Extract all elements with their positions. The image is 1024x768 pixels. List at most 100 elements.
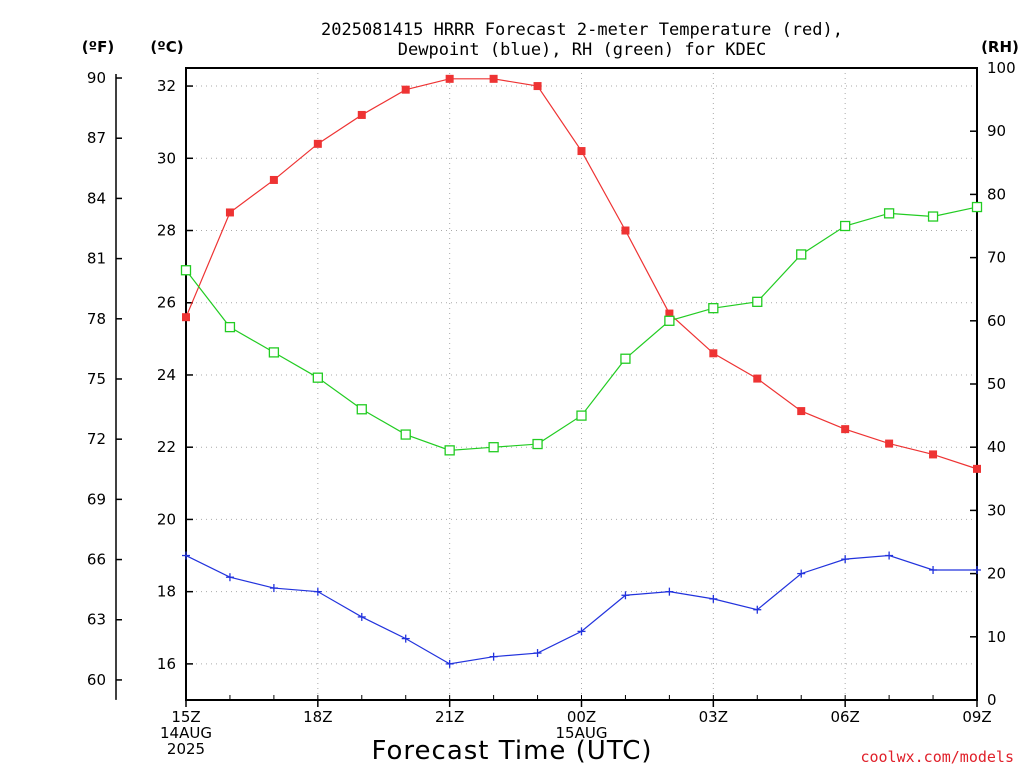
data-point-dewpoint: [313, 587, 322, 596]
series-line-dewpoint: [185, 554, 977, 665]
data-point-temperature: [269, 175, 278, 184]
axes: 60 63 66 69 72 75 78 81 84 87 90 16 18 20 22 24 26 28 30 32…: [87, 59, 1016, 758]
data-point-dewpoint: [885, 551, 894, 560]
data-point-rh: [356, 404, 367, 415]
data-point-temperature: [445, 74, 454, 83]
fahrenheit-tick-label: 90: [87, 69, 106, 87]
data-point-rh: [971, 201, 983, 213]
data-point-rh: [400, 429, 411, 440]
data-point-dewpoint: [489, 652, 498, 661]
fahrenheit-tick-label: 81: [87, 250, 106, 268]
x-tick-label: 14AUG: [160, 724, 212, 742]
data-point-temperature: [489, 74, 498, 83]
data-point-dewpoint: [577, 627, 586, 636]
data-point-dewpoint: [665, 587, 674, 596]
celsius-tick-label: 24: [157, 366, 176, 384]
data-point-dewpoint: [973, 565, 981, 574]
data-point-temperature: [665, 309, 674, 318]
data-point-rh: [840, 220, 851, 232]
rh-tick-label: 60: [987, 312, 1006, 330]
chart-title-line-1: 2025081415 HRRR Forecast 2-meter Tempera…: [321, 20, 843, 40]
fahrenheit-tick-label: 78: [87, 310, 106, 328]
fahrenheit-tick-label: 87: [87, 129, 106, 147]
data-point-rh: [180, 265, 192, 276]
rh-tick-label: 0: [987, 691, 997, 709]
x-tick-label: 03Z: [699, 708, 728, 726]
rh-tick-label: 30: [987, 501, 1006, 519]
data-point-temperature: [929, 450, 938, 459]
data-point-dewpoint: [269, 584, 278, 593]
series-layer: [180, 74, 983, 668]
celsius-tick-label: 16: [157, 655, 176, 673]
data-point-temperature: [797, 407, 806, 416]
celsius-tick-label: 26: [157, 294, 176, 312]
data-point-rh: [268, 347, 280, 358]
celsius-tick-label: 18: [157, 583, 176, 601]
data-point-temperature: [533, 82, 542, 91]
rh-tick-label: 50: [987, 375, 1006, 393]
data-point-dewpoint: [841, 555, 850, 564]
data-point-temperature: [709, 349, 718, 358]
celsius-tick-label: 20: [157, 510, 176, 528]
x-tick-label: 15Z: [171, 708, 200, 726]
chart-title-line-2: Dewpoint (blue), RH (green) for KDEC: [398, 40, 766, 60]
rh-tick-label: 10: [987, 628, 1006, 646]
data-point-rh: [664, 315, 675, 326]
data-point-temperature: [401, 85, 410, 94]
watermark: coolwx.com/models: [860, 748, 1014, 766]
rh-tick-label: 100: [987, 59, 1016, 77]
rh-tick-label: 90: [987, 122, 1006, 140]
x-axis-label: Forecast Time (UTC): [371, 736, 652, 766]
data-point-rh: [883, 208, 895, 219]
fahrenheit-unit-label: (ºF): [82, 38, 114, 56]
fahrenheit-tick-label: 63: [87, 611, 106, 629]
data-point-temperature: [973, 464, 981, 473]
rh-unit-label: (RH): [981, 38, 1019, 56]
data-point-rh: [620, 353, 631, 364]
celsius-tick-label: 30: [157, 149, 176, 167]
fahrenheit-tick-label: 66: [87, 551, 106, 569]
data-point-temperature: [225, 208, 234, 217]
data-point-temperature: [841, 425, 850, 434]
data-point-rh: [488, 442, 499, 453]
data-point-temperature: [753, 374, 762, 383]
data-point-dewpoint: [709, 594, 718, 603]
celsius-tick-label: 28: [157, 222, 176, 240]
rh-tick-label: 70: [987, 249, 1006, 267]
data-point-temperature: [577, 147, 586, 156]
data-point-dewpoint: [621, 591, 630, 600]
data-point-dewpoint: [753, 605, 762, 614]
data-point-dewpoint: [797, 569, 806, 578]
data-point-rh: [927, 211, 939, 222]
rh-tick-label: 40: [987, 438, 1006, 456]
celsius-tick-label: 32: [157, 77, 176, 95]
data-point-rh: [708, 303, 719, 314]
fahrenheit-tick-label: 84: [87, 189, 106, 207]
data-point-rh: [312, 372, 323, 383]
data-point-rh: [576, 410, 587, 421]
data-point-temperature: [885, 439, 894, 448]
fahrenheit-tick-label: 60: [87, 671, 106, 689]
data-point-rh: [532, 438, 543, 450]
x-tick-label: 09Z: [962, 708, 991, 726]
x-tick-label: 15AUG: [556, 724, 608, 742]
data-point-dewpoint: [182, 551, 190, 560]
data-point-rh: [796, 249, 807, 260]
fahrenheit-tick-label: 69: [87, 490, 106, 508]
data-point-rh: [224, 321, 236, 333]
data-point-temperature: [621, 226, 630, 235]
x-tick-label: 18Z: [303, 708, 332, 726]
fahrenheit-tick-label: 75: [87, 370, 106, 388]
data-point-dewpoint: [401, 634, 410, 643]
celsius-tick-label: 22: [157, 438, 176, 456]
rh-tick-label: 80: [987, 185, 1006, 203]
data-point-dewpoint: [929, 565, 938, 574]
x-tick-label: 21Z: [435, 708, 464, 726]
data-point-dewpoint: [445, 659, 454, 668]
data-point-rh: [752, 296, 763, 307]
celsius-unit-label: (ºC): [150, 38, 183, 56]
data-point-dewpoint: [225, 573, 234, 582]
data-point-rh: [444, 445, 455, 456]
